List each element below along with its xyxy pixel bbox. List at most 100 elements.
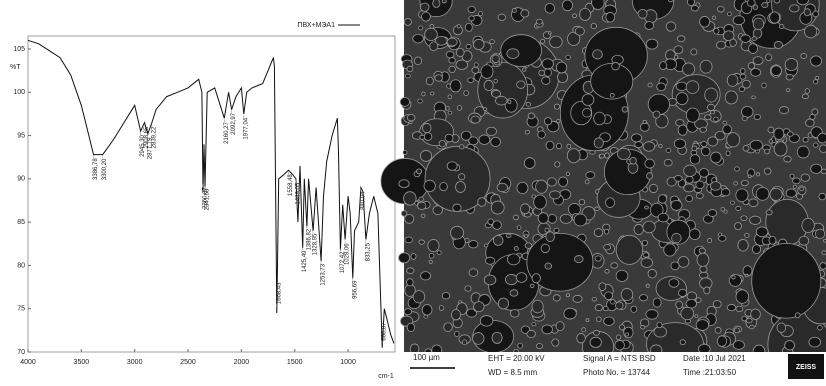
pore bbox=[706, 103, 716, 111]
pore bbox=[768, 139, 774, 144]
pore bbox=[804, 24, 818, 39]
pore bbox=[740, 68, 746, 75]
pore bbox=[746, 0, 756, 7]
pore bbox=[585, 171, 596, 180]
pore bbox=[425, 76, 434, 86]
pore bbox=[645, 283, 650, 288]
pore bbox=[649, 183, 658, 194]
pore bbox=[547, 213, 558, 224]
pore bbox=[496, 182, 509, 193]
pore bbox=[505, 233, 512, 239]
pore bbox=[755, 226, 769, 238]
pore bbox=[713, 27, 720, 35]
pore bbox=[796, 0, 809, 6]
pore bbox=[483, 274, 497, 286]
pore bbox=[714, 130, 726, 141]
pore bbox=[445, 51, 455, 59]
pore bbox=[695, 192, 704, 199]
pore bbox=[765, 53, 773, 62]
pore bbox=[449, 79, 462, 93]
pore bbox=[752, 56, 764, 66]
pore bbox=[665, 21, 677, 32]
x-tick-label: 3500 bbox=[74, 359, 90, 366]
pore bbox=[531, 299, 544, 314]
pore bbox=[420, 213, 426, 218]
peak-label: 2945,30 bbox=[140, 134, 146, 156]
pore bbox=[802, 136, 809, 143]
pore bbox=[515, 272, 528, 283]
pore bbox=[422, 122, 432, 134]
pore bbox=[403, 308, 413, 316]
pore bbox=[633, 223, 644, 236]
pore bbox=[610, 262, 619, 269]
pore bbox=[524, 129, 530, 135]
y-tick-label: 70 bbox=[17, 349, 25, 356]
pore bbox=[541, 76, 551, 85]
pore bbox=[485, 126, 497, 136]
pore bbox=[817, 132, 826, 144]
pore bbox=[685, 175, 694, 184]
pore bbox=[565, 171, 570, 177]
pore bbox=[735, 289, 749, 304]
pore bbox=[491, 89, 502, 98]
pore bbox=[566, 143, 572, 149]
pore bbox=[769, 187, 783, 201]
pore bbox=[460, 130, 472, 141]
x-tick-label: 4000 bbox=[20, 359, 36, 366]
pore bbox=[644, 21, 655, 30]
pore bbox=[531, 322, 537, 327]
pore bbox=[535, 179, 548, 194]
pore bbox=[468, 15, 475, 22]
pore bbox=[734, 166, 740, 172]
pore bbox=[447, 110, 453, 115]
peak-label: 956,69 bbox=[352, 280, 358, 299]
pore bbox=[741, 315, 748, 322]
pore bbox=[773, 41, 783, 49]
pore bbox=[554, 161, 561, 168]
pore bbox=[673, 45, 684, 55]
pore bbox=[448, 65, 456, 73]
pore bbox=[573, 213, 587, 227]
pore bbox=[492, 220, 502, 230]
pore bbox=[720, 206, 725, 212]
pore bbox=[455, 47, 465, 57]
pore bbox=[454, 330, 460, 337]
pore bbox=[735, 305, 744, 313]
y-tick-label: 90 bbox=[17, 176, 25, 183]
pore bbox=[812, 10, 819, 18]
pore bbox=[755, 186, 770, 201]
pore bbox=[724, 90, 738, 105]
pore bbox=[417, 201, 427, 210]
eht: EHT = 20.00 kV bbox=[488, 354, 545, 363]
pore bbox=[491, 54, 500, 64]
pore bbox=[778, 106, 790, 115]
pore bbox=[456, 24, 461, 29]
pore bbox=[741, 106, 754, 118]
pore bbox=[533, 194, 547, 210]
pore bbox=[446, 37, 458, 47]
pore bbox=[562, 0, 574, 12]
pore bbox=[576, 333, 586, 344]
pore bbox=[645, 309, 659, 320]
peak-label: 1072,42 bbox=[340, 251, 346, 273]
pore bbox=[468, 136, 479, 146]
y-tick-label: 95 bbox=[17, 132, 25, 139]
peak-label: 1558,48 bbox=[288, 174, 294, 196]
pore bbox=[545, 231, 555, 242]
pore bbox=[441, 292, 451, 300]
pore bbox=[675, 92, 689, 105]
pore bbox=[820, 168, 826, 175]
x-tick-label: 2500 bbox=[180, 359, 196, 366]
pore bbox=[701, 146, 711, 157]
pore bbox=[637, 9, 648, 19]
peak-label: 2160,27 bbox=[224, 122, 230, 144]
pore bbox=[753, 113, 761, 120]
x-tick-label: 2000 bbox=[234, 359, 250, 366]
pore bbox=[404, 236, 413, 244]
pore bbox=[412, 290, 426, 304]
pore bbox=[478, 134, 491, 145]
photo-no: Photo No. = 13744 bbox=[583, 368, 650, 377]
pore bbox=[464, 22, 473, 32]
pore bbox=[773, 0, 781, 4]
